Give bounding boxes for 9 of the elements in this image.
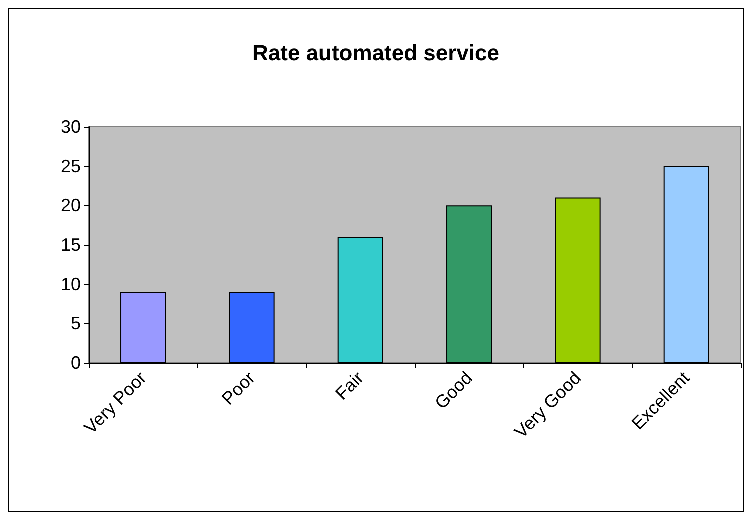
y-tick-label: 0 — [70, 353, 81, 373]
x-tick-label: Fair — [332, 368, 368, 404]
y-tick-label: 15 — [60, 235, 81, 255]
y-tick-label: 30 — [60, 117, 81, 137]
chart-title: Rate automated service — [252, 40, 500, 66]
y-tick-label: 20 — [60, 196, 81, 216]
y-tick-label: 25 — [60, 156, 81, 176]
y-tick-label: 10 — [60, 274, 81, 294]
y-tick-label: 5 — [70, 314, 81, 334]
